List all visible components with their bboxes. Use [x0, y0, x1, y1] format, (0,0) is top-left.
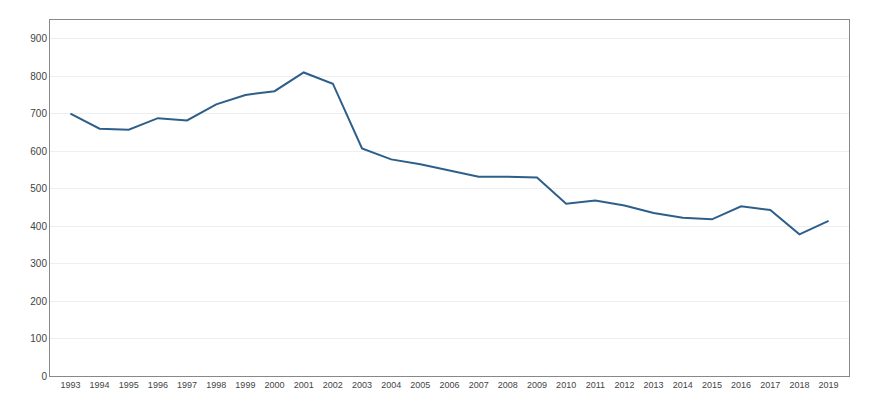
svg-text:1997: 1997	[177, 380, 197, 390]
svg-text:700: 700	[30, 108, 47, 119]
svg-text:2002: 2002	[323, 380, 343, 390]
svg-text:2000: 2000	[265, 380, 285, 390]
svg-text:100: 100	[30, 333, 47, 344]
svg-text:200: 200	[30, 296, 47, 307]
svg-text:2006: 2006	[439, 380, 459, 390]
svg-text:1996: 1996	[148, 380, 168, 390]
svg-text:400: 400	[30, 221, 47, 232]
svg-text:600: 600	[30, 146, 47, 157]
svg-text:2017: 2017	[760, 380, 780, 390]
svg-text:2019: 2019	[819, 380, 839, 390]
svg-text:2005: 2005	[410, 380, 430, 390]
svg-text:2009: 2009	[527, 380, 547, 390]
svg-text:2010: 2010	[556, 380, 576, 390]
svg-text:2014: 2014	[673, 380, 693, 390]
svg-text:2004: 2004	[381, 380, 401, 390]
svg-text:1994: 1994	[90, 380, 110, 390]
svg-text:1993: 1993	[60, 380, 80, 390]
svg-text:1999: 1999	[235, 380, 255, 390]
svg-text:2003: 2003	[352, 380, 372, 390]
svg-text:2013: 2013	[644, 380, 664, 390]
svg-text:500: 500	[30, 183, 47, 194]
svg-text:2007: 2007	[469, 380, 489, 390]
svg-text:2011: 2011	[586, 380, 605, 390]
svg-text:300: 300	[30, 258, 47, 269]
svg-text:2001: 2001	[294, 380, 314, 390]
svg-text:2018: 2018	[789, 380, 809, 390]
svg-text:2012: 2012	[614, 380, 634, 390]
svg-text:0: 0	[41, 371, 47, 382]
svg-text:2008: 2008	[498, 380, 518, 390]
svg-text:1998: 1998	[206, 380, 226, 390]
svg-text:900: 900	[30, 33, 47, 44]
svg-text:2016: 2016	[731, 380, 751, 390]
svg-text:800: 800	[30, 71, 47, 82]
svg-text:1995: 1995	[119, 380, 139, 390]
svg-text:2015: 2015	[702, 380, 722, 390]
